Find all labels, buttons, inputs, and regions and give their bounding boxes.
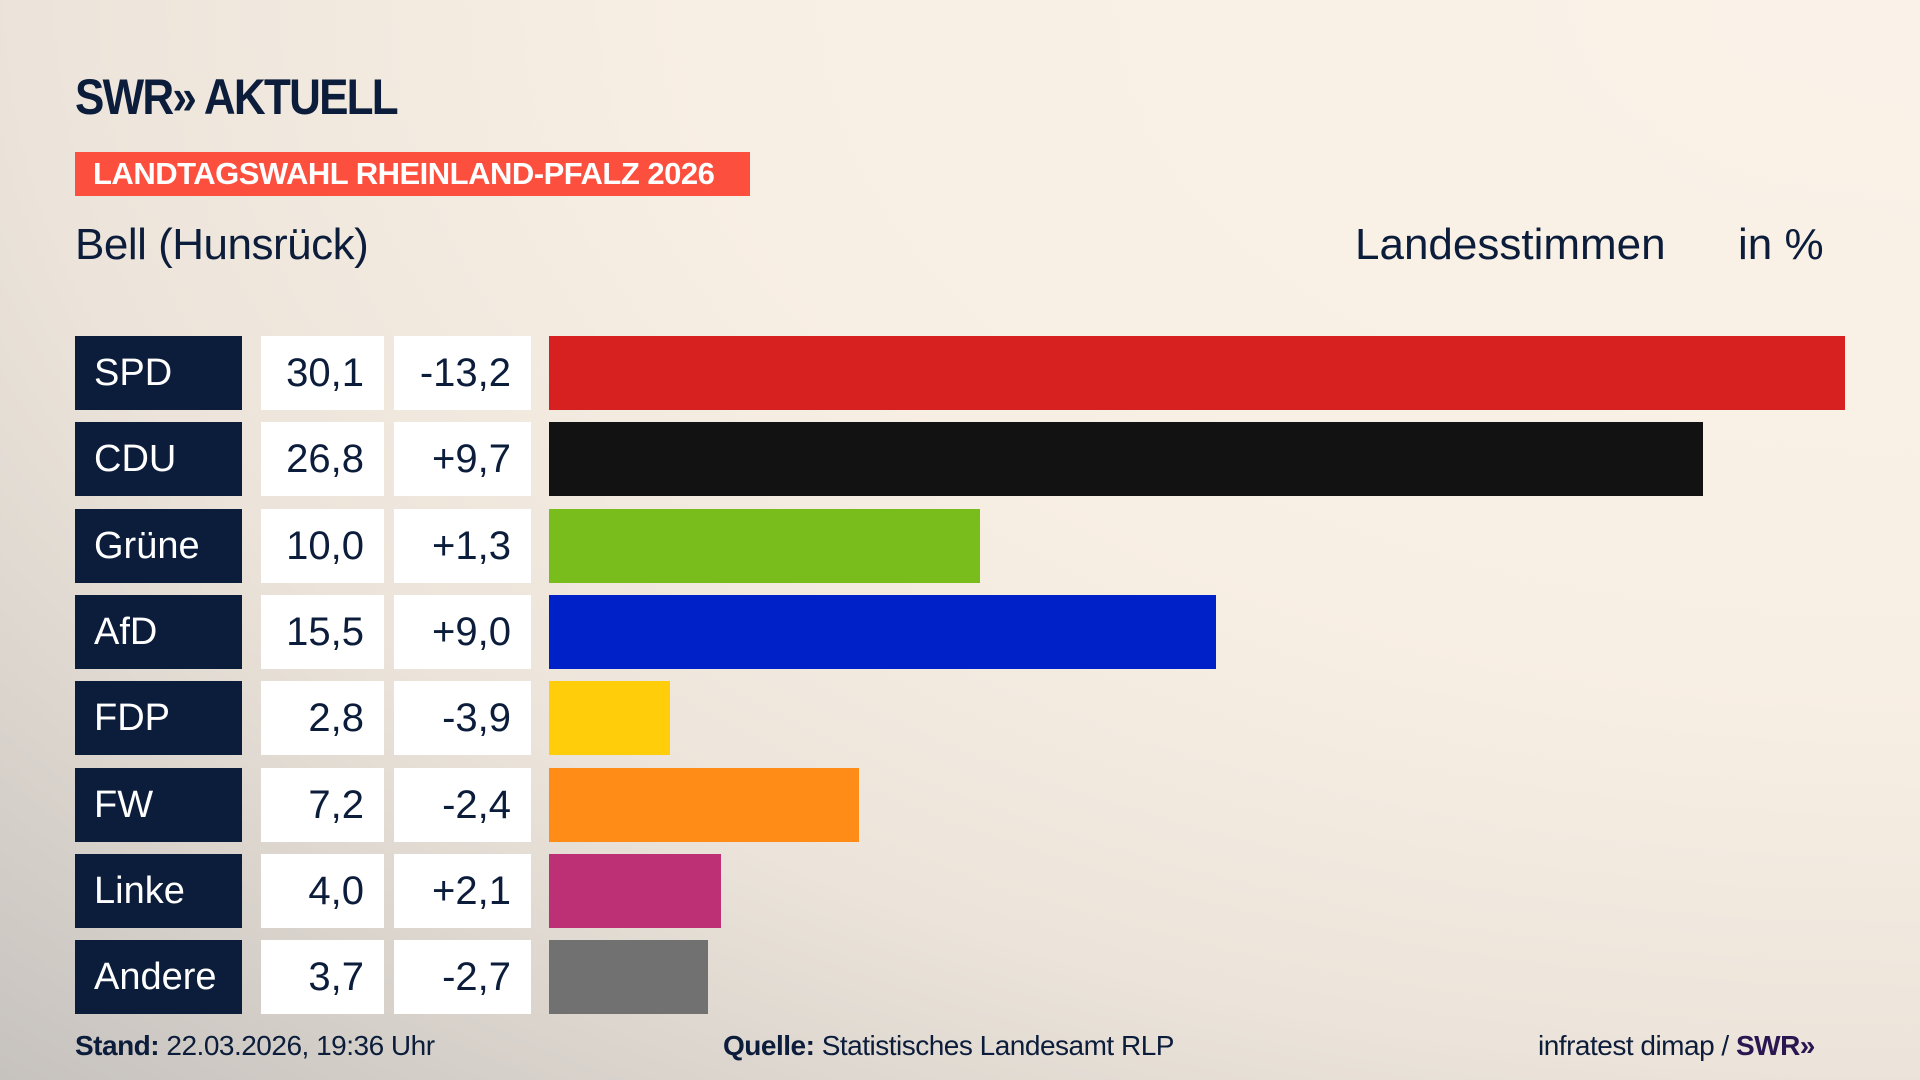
bar-row: Linke 4,0 +2,1	[75, 853, 1875, 928]
party-label: FDP	[75, 681, 242, 756]
value-label: 2,8	[261, 681, 384, 756]
bar-row: SPD 30,1 -13,2	[75, 336, 1875, 410]
diff-label: -2,7	[394, 940, 531, 1015]
diff-label: +2,1	[394, 853, 531, 928]
value-label: 7,2	[261, 767, 384, 842]
source-label: Quelle:	[723, 1030, 815, 1061]
party-label: FW	[75, 767, 242, 842]
party-label: Grüne	[75, 508, 242, 583]
bar-cdu	[549, 422, 1703, 497]
bar-row: Grüne 10,0 +1,3	[75, 508, 1875, 583]
bar-fdp	[549, 681, 670, 756]
bar-andere	[549, 940, 709, 1015]
diff-label: +9,7	[394, 422, 531, 497]
bar-row: FDP 2,8 -3,9	[75, 681, 1875, 756]
value-label: 26,8	[261, 422, 384, 497]
value-label: 4,0	[261, 853, 384, 928]
diff-label: -13,2	[394, 336, 531, 410]
value-label: 30,1	[261, 336, 384, 410]
party-label: Andere	[75, 940, 242, 1015]
election-banner: LANDTAGSWAHL RHEINLAND-PFALZ 2026	[75, 152, 750, 196]
unit-label: in %	[1738, 220, 1824, 269]
diff-label: +1,3	[394, 508, 531, 583]
diff-label: -2,4	[394, 767, 531, 842]
diff-label: -3,9	[394, 681, 531, 756]
bar-afd	[549, 594, 1217, 669]
bar-spd	[549, 336, 1845, 410]
party-label: Linke	[75, 853, 242, 928]
swr-logo-small: SWR»	[1735, 1030, 1815, 1061]
bar-linke	[549, 853, 722, 928]
source-value: Statistisches Landesamt RLP	[821, 1030, 1175, 1061]
stand-label: Stand:	[75, 1030, 160, 1061]
bar-row: Andere 3,7 -2,7	[75, 940, 1875, 1015]
measure-label: Landesstimmen	[1355, 220, 1666, 269]
source: Quelle: Statistisches Landesamt RLP	[723, 1030, 1174, 1062]
swr-aktuell-logo: SWR» AKTUELL	[75, 69, 399, 125]
value-label: 10,0	[261, 508, 384, 583]
value-label: 3,7	[261, 940, 384, 1015]
bar-row: FW 7,2 -2,4	[75, 767, 1875, 842]
bar-fw	[549, 767, 859, 842]
timestamp: Stand: 22.03.2026, 19:36 Uhr	[75, 1030, 435, 1062]
stand-value: 22.03.2026, 19:36 Uhr	[166, 1030, 435, 1061]
district-title: Bell (Hunsrück)	[75, 220, 369, 269]
party-label: AfD	[75, 594, 242, 669]
bar-grüne	[549, 508, 980, 583]
bar-row: CDU 26,8 +9,7	[75, 422, 1875, 497]
diff-label: +9,0	[394, 594, 531, 669]
credit: infratest dimap / SWR»	[1538, 1030, 1815, 1062]
value-label: 15,5	[261, 594, 384, 669]
credit-text: infratest dimap /	[1538, 1030, 1736, 1061]
party-label: CDU	[75, 422, 242, 497]
bar-row: AfD 15,5 +9,0	[75, 594, 1875, 669]
party-label: SPD	[75, 336, 242, 410]
